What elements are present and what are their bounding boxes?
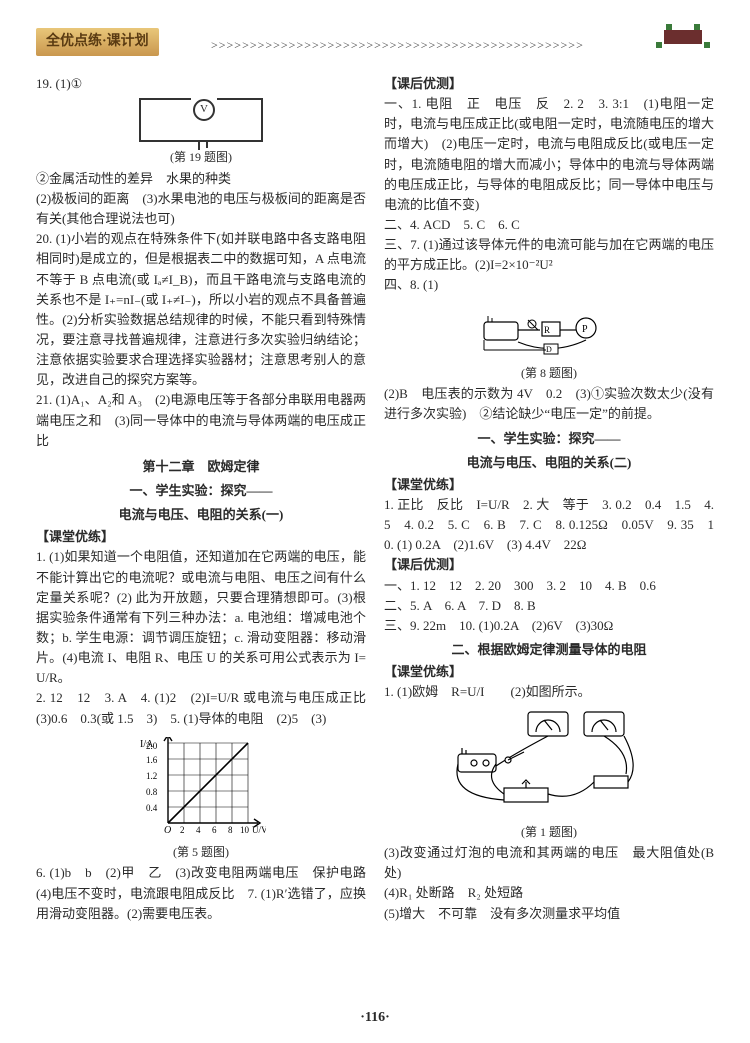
kh-section1: 一、1. 电阻 正 电压 反 2. 2 3. 3:1 (1)电阻一定时，电流与电…	[384, 94, 714, 215]
svg-text:P: P	[582, 324, 588, 335]
section-2-heading: 二、根据欧姆定律测量导体的电阻	[384, 640, 714, 660]
svg-text:8: 8	[228, 825, 233, 835]
svg-text:D: D	[546, 345, 552, 354]
figure-sec2-q1-caption: (第 1 题图)	[384, 823, 714, 842]
right-column: 【课后优测】 一、1. 电阻 正 电压 反 2. 2 3. 3:1 (1)电阻一…	[384, 74, 714, 924]
section-2a: 一、学生实验：探究——	[384, 429, 714, 449]
chapter-heading: 第十二章 欧姆定律	[36, 457, 366, 477]
q19-prefix: 19. (1)①	[36, 74, 366, 94]
q19-line2: ②金属活动性的差异 水果的种类	[36, 169, 366, 189]
circuit-rect-icon: V	[139, 98, 263, 142]
q21-text: 21. (1)A₁、A₂和 A₃ (2)电源电压等于各部分串联用电器两端电压之和…	[36, 390, 366, 450]
figure-q5-caption: (第 5 题图)	[36, 843, 366, 862]
kt-item6-7: 6. (1)b b (2)甲 乙 (3)改变电阻两端电压 保护电路 (4)电压不…	[36, 863, 366, 923]
section-1b: 电流与电压、电阻的关系(一)	[36, 505, 366, 525]
header-banner: 全优点练·课计划	[36, 28, 159, 56]
kt-item2to5: 2. 12 12 3. A 4. (1)2 (2)I=U/R 或电流与电压成正比…	[36, 688, 366, 728]
figure-q8: R P D (第 8 题图)	[384, 300, 714, 383]
svg-text:1.2: 1.2	[146, 771, 157, 781]
figure-sec2-q1: 0.6 3 3 -15 S	[384, 706, 714, 841]
page-number: ·116·	[360, 1010, 390, 1025]
ketang-label-2: 【课堂优练】	[384, 477, 462, 492]
svg-text:S: S	[512, 742, 518, 753]
figure-q5-chart: I/A 2.0 1.6 1.2 0.8 0.4 O 2 4 6 8 10 U/V	[36, 733, 366, 862]
ketang-label: 【课堂优练】	[36, 529, 114, 544]
kt3-line1: 1. (1)欧姆 R=U/I (2)如图所示。	[384, 682, 714, 702]
kt-item1: 1. (1)如果知道一个电阻值，还知道加在它两端的电压，能不能计算出它的电流呢？…	[36, 547, 366, 688]
section-2b: 电流与电压、电阻的关系(二)	[384, 453, 714, 473]
q20-text: 20. (1)小岩的观点在特殊条件下(如并联电路中各支路电阻相同时)是成立的，但…	[36, 229, 366, 390]
page-header: 全优点练·课计划 >>>>>>>>>>>>>>>>>>>>>>>>>>>>>>>…	[36, 28, 714, 68]
svg-text:U/V: U/V	[252, 825, 266, 835]
svg-text:A R₁ B: A R₁ B	[514, 804, 543, 815]
svg-text:R: R	[544, 325, 550, 335]
kh2-line1: 一、1. 12 12 2. 20 300 3. 2 10 4. B 0.6	[384, 576, 714, 596]
figure-q19: V (第 19 题图)	[36, 98, 366, 167]
figure-q8-caption: (第 8 题图)	[384, 364, 714, 383]
svg-text:1.6: 1.6	[146, 755, 158, 765]
kehou-label: 【课后优测】	[384, 76, 462, 91]
svg-text:4: 4	[196, 825, 201, 835]
kt3-line4: (4)R₁ 处断路 R₂ 处短路	[384, 883, 714, 903]
svg-text:0.4: 0.4	[146, 803, 158, 813]
kehou-label-2: 【课后优测】	[384, 557, 462, 572]
svg-text:10: 10	[240, 825, 250, 835]
left-column: 19. (1)① V (第 19 题图) ②金属活动性的差异 水果的种类 (2)…	[36, 74, 366, 924]
svg-text:2.0: 2.0	[146, 741, 158, 751]
svg-text:0.8: 0.8	[146, 787, 158, 797]
kh-8b: (2)B 电压表的示数为 4V 0.2 (3)①实验次数太少(没有进行多次实验)…	[384, 384, 714, 424]
kh2-line2: 二、5. A 6. A 7. D 8. B	[384, 596, 714, 616]
header-arrows: >>>>>>>>>>>>>>>>>>>>>>>>>>>>>>>>>>>>>>>>…	[211, 36, 644, 55]
kt3-line3: (3)改变通过灯泡的电流和其两端的电压 最大阻值处(B处)	[384, 843, 714, 883]
voltmeter-icon: V	[193, 99, 215, 121]
q19-line3: (2)极板间的距离 (3)水果电池的电压与极板间的距离是否有关(其他合理说法也可…	[36, 189, 366, 229]
kt2-line1: 1. 正比 反比 I=U/R 2. 大 等于 3. 0.2 0.4 1.5 4.…	[384, 495, 714, 555]
ketang-label-3: 【课堂优练】	[384, 664, 462, 679]
kh2-line3: 三、9. 22m 10. (1)0.2A (2)6V (3)30Ω	[384, 616, 714, 636]
svg-text:O: O	[164, 825, 171, 836]
kh-section2: 二、4. ACD 5. C 6. C	[384, 215, 714, 235]
svg-text:3 -15: 3 -15	[588, 739, 605, 748]
kh-section3: 三、7. (1)通过该导体元件的电流可能与加在它两端的电压的平方成正比。(2)I…	[384, 235, 714, 275]
figure-q19-caption: (第 19 题图)	[36, 148, 366, 167]
page-footer: ·116·	[0, 1007, 750, 1029]
svg-text:6: 6	[212, 825, 217, 835]
kh-section4: 四、8. (1)	[384, 275, 714, 295]
svg-text:2: 2	[180, 825, 185, 835]
section-1a: 一、学生实验：探究——	[36, 481, 366, 501]
header-block-icon	[652, 16, 714, 56]
svg-text:R₂: R₂	[600, 790, 610, 801]
kt3-line5: (5)增大 不可靠 没有多次测量求平均值	[384, 904, 714, 924]
